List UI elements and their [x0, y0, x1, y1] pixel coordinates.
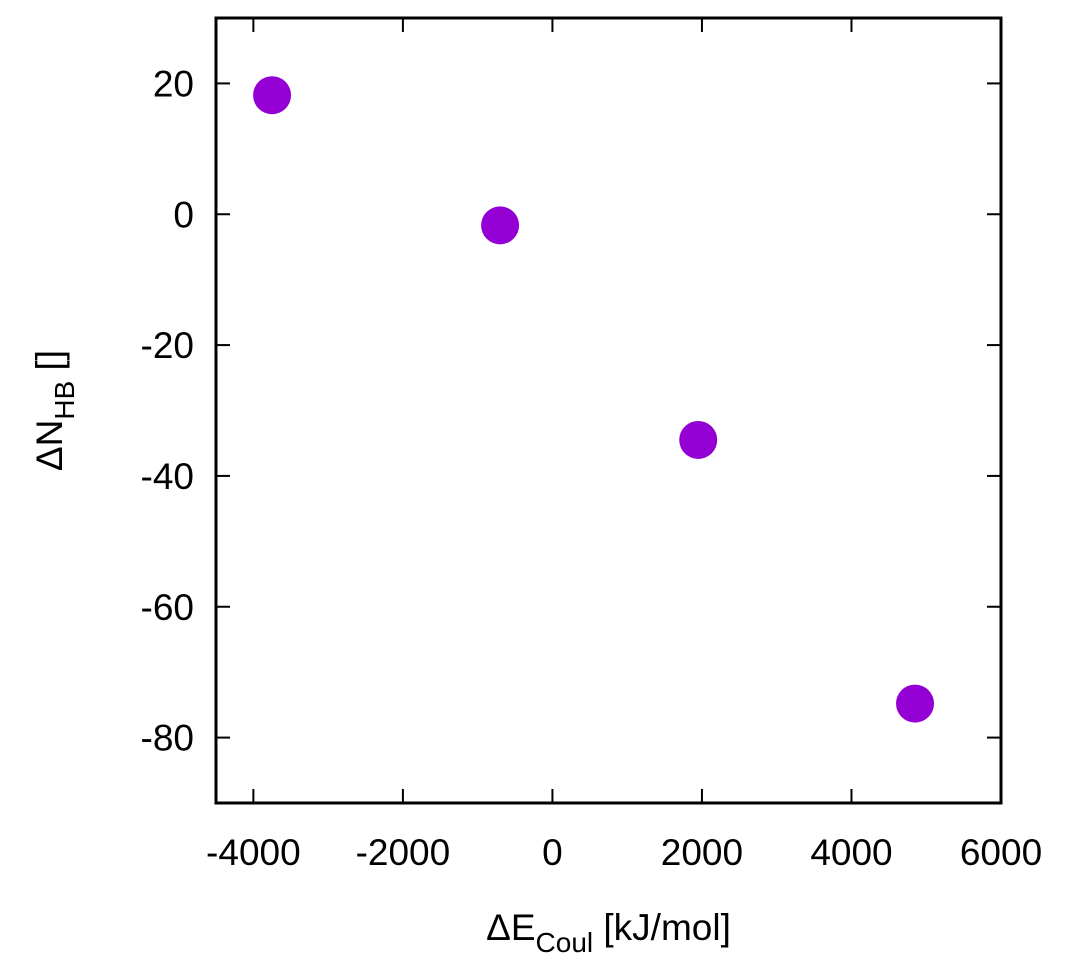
x-tick-label: 4000 — [810, 832, 892, 873]
data-point — [253, 76, 292, 115]
y-tick-labels: -80 -60 -40 -20 0 20 — [141, 63, 194, 758]
x-axis-label: ΔECoul [kJ/mol] — [486, 907, 731, 958]
x-tick-label: 6000 — [960, 832, 1042, 873]
data-points — [253, 76, 935, 723]
y-tick-label: -60 — [141, 587, 194, 628]
x-tick-label: -2000 — [356, 832, 451, 873]
y-tick-label: 0 — [173, 194, 194, 235]
y-axis-label-prefix: ΔN — [29, 420, 70, 471]
x-axis-label-prefix: ΔE — [486, 907, 535, 948]
y-tick-label: -20 — [141, 325, 194, 366]
axis-ticks — [216, 18, 1002, 803]
y-tick-label: -80 — [141, 718, 194, 759]
y-tick-label: -40 — [141, 456, 194, 497]
plot-frame — [214, 16, 1003, 805]
x-axis-label-subscript: Coul — [536, 927, 594, 958]
data-point — [896, 684, 935, 723]
x-tick-label: -4000 — [206, 832, 301, 873]
data-point — [679, 420, 718, 459]
x-tick-labels: -4000 -2000 0 2000 4000 6000 — [206, 832, 1042, 873]
y-axis-label-subscript: HB — [49, 381, 80, 420]
y-axis-label-suffix: [] — [29, 350, 70, 381]
y-tick-label: 20 — [153, 63, 194, 104]
data-point — [481, 206, 520, 245]
x-axis-label-suffix: [kJ/mol] — [593, 907, 731, 948]
y-axis-label: ΔNHB [] — [29, 350, 80, 471]
x-tick-label: 2000 — [661, 832, 743, 873]
x-tick-label: 0 — [542, 832, 563, 873]
